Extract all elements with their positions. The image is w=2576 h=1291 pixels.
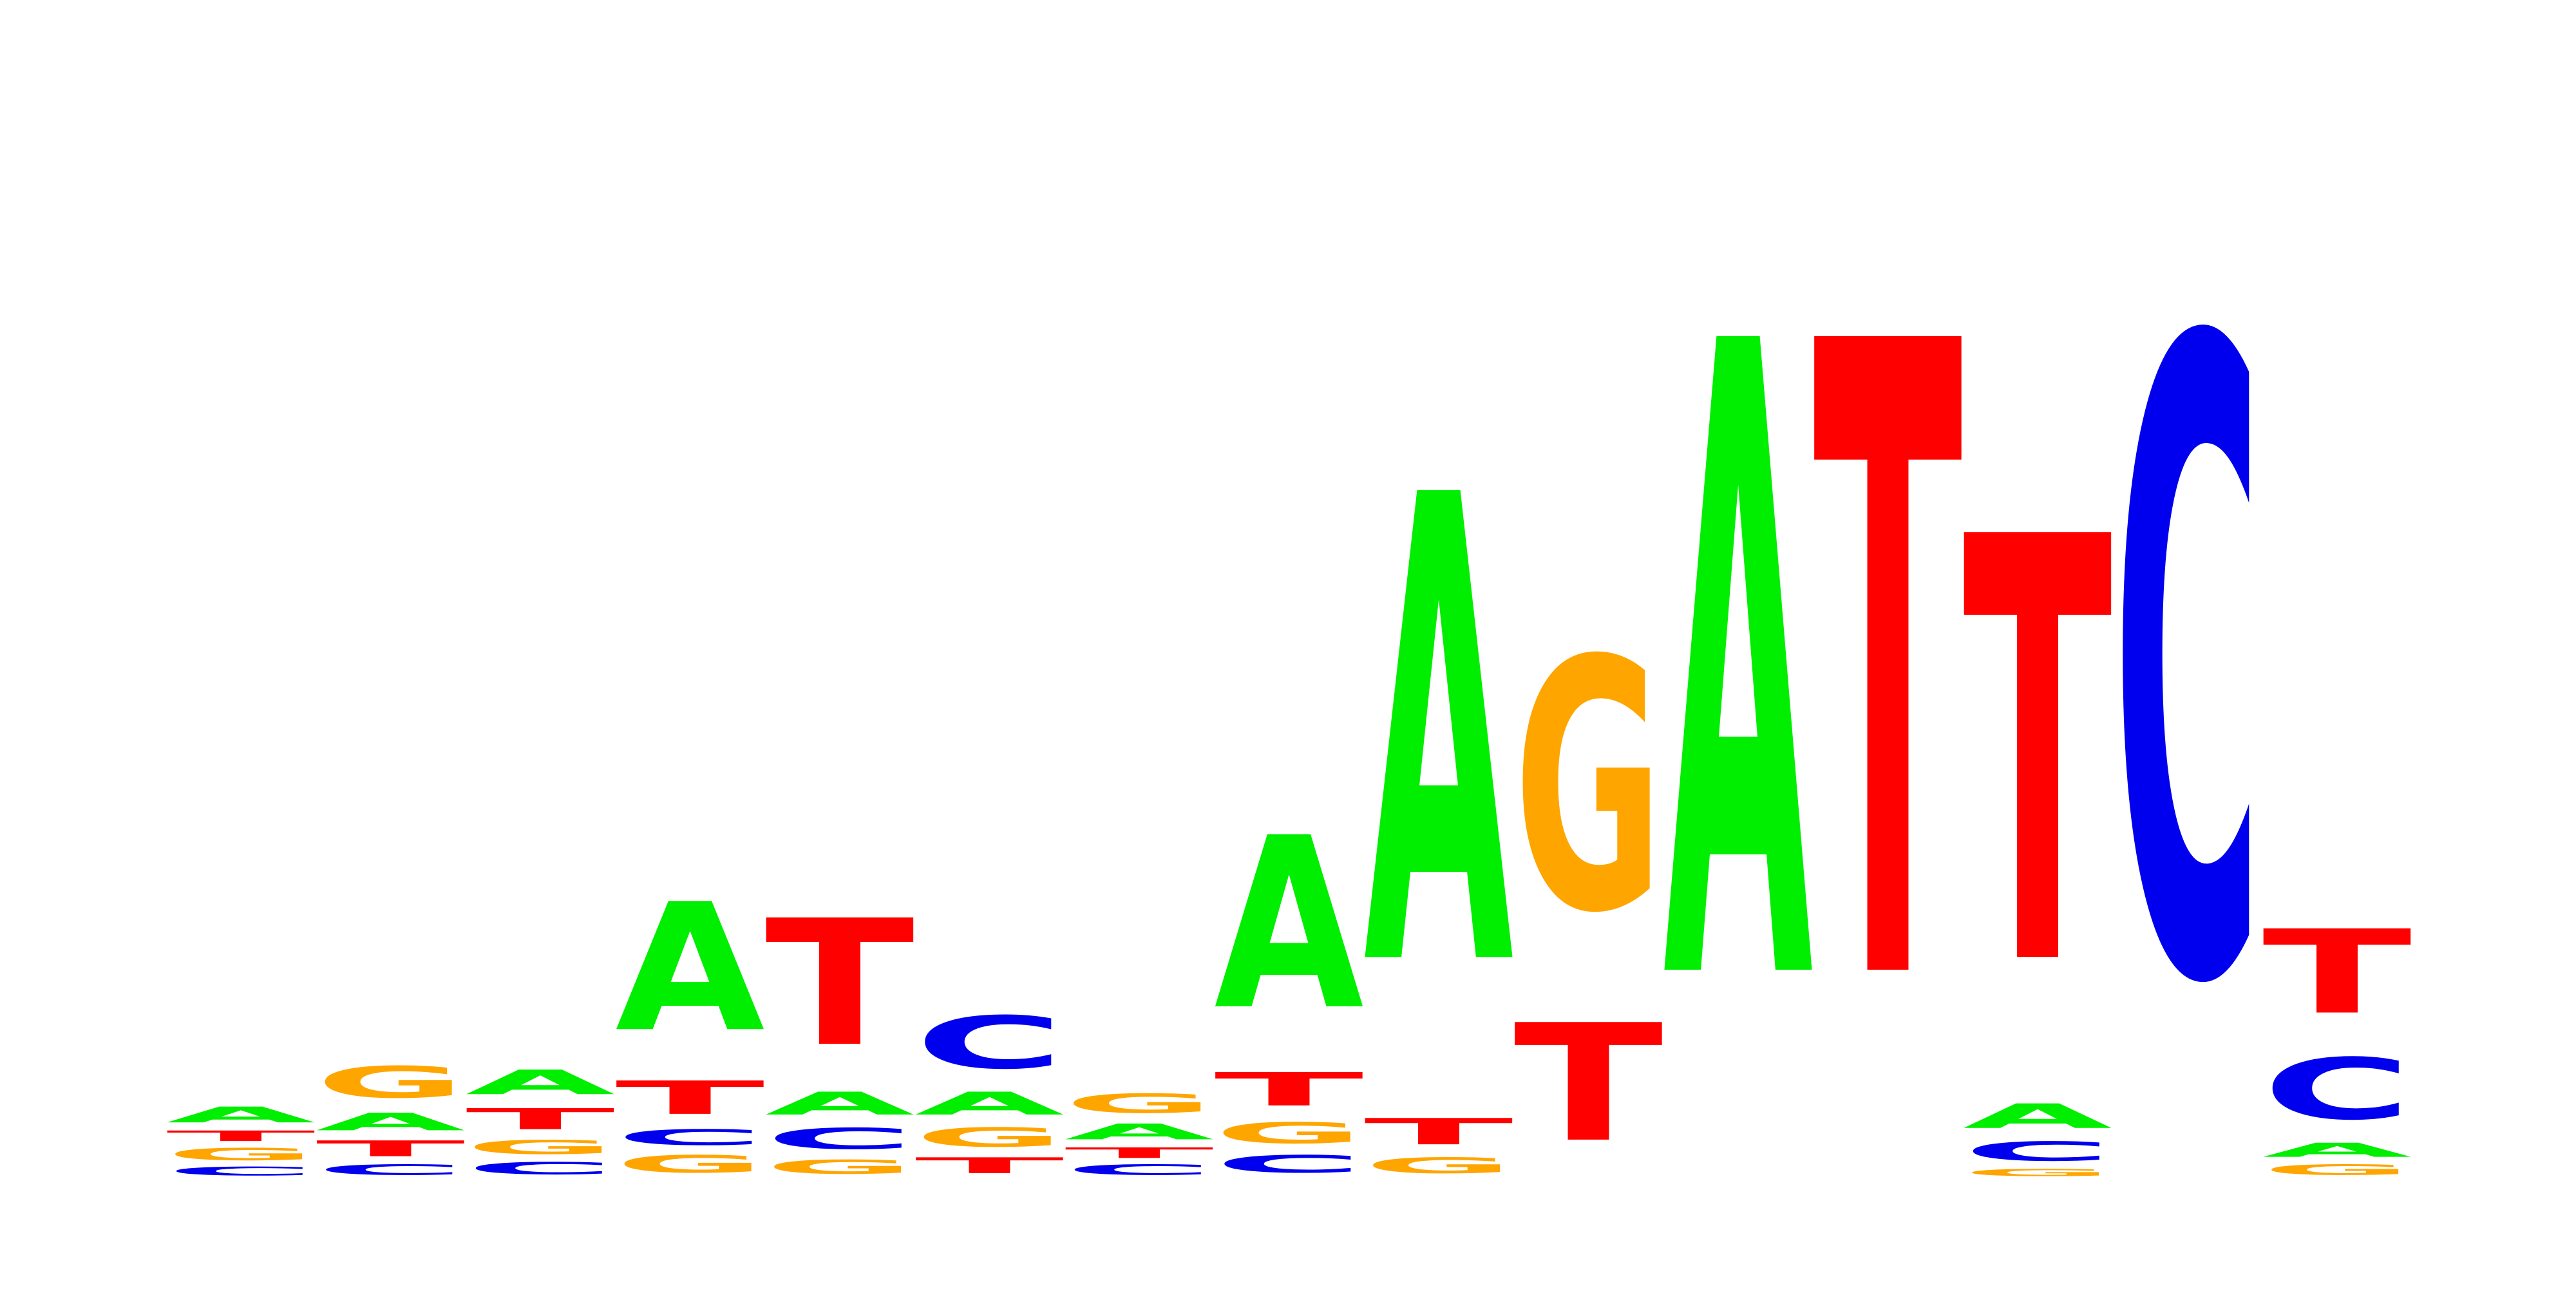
logo-column-10: TG — [1514, 587, 1665, 1178]
logo-column-9: GTA — [1364, 363, 1515, 1178]
logo-letter-c: C — [1215, 1150, 1364, 1178]
logo-letter-t: T — [1065, 1145, 1214, 1162]
logo-letter-g: G — [1065, 1088, 1214, 1119]
logo-letter-g: G — [1215, 1117, 1364, 1150]
logo-letter-a: A — [2262, 1139, 2412, 1162]
logo-letter-a: A — [765, 1086, 914, 1122]
logo-column-12: T — [1814, 164, 1964, 1176]
logo-letter-a: A — [616, 866, 766, 1071]
logo-letter-g: G — [616, 1150, 765, 1178]
logo-letter-c: C — [466, 1158, 615, 1178]
logo-letter-t: T — [2262, 906, 2413, 1041]
logo-letter-g: G — [915, 1122, 1065, 1153]
logo-letter-t: T — [1514, 990, 1665, 1178]
logo-letter-c: C — [1963, 1136, 2112, 1167]
logo-letter-a: A — [166, 1102, 316, 1127]
logo-letter-a: A — [316, 1108, 466, 1136]
logo-letter-a: A — [466, 1063, 615, 1102]
logo-letter-g: G — [316, 1057, 466, 1107]
logo-column-14: C — [2113, 164, 2262, 1175]
logo-letter-t: T — [1814, 164, 1964, 1176]
logo-letter-a: A — [1065, 1119, 1214, 1144]
logo-letter-a: A — [1364, 363, 1515, 1109]
logo-letter-g: G — [2262, 1162, 2412, 1178]
logo-letter-c: C — [316, 1162, 466, 1178]
logo-letter-a: A — [1663, 162, 1814, 1174]
logo-letter-t: T — [466, 1102, 615, 1136]
logo-letter-c: C — [1065, 1162, 1214, 1178]
logo-letter-g: G — [1514, 587, 1663, 988]
logo-letter-t: T — [1215, 1063, 1364, 1117]
logo-letter-t: T — [616, 1071, 765, 1125]
logo-letter-g: G — [466, 1136, 615, 1159]
logo-letter-t: T — [316, 1136, 466, 1161]
logo-letter-t: T — [765, 883, 916, 1085]
logo-letter-g: G — [166, 1145, 316, 1164]
logo-column-11: A — [1663, 162, 1814, 1174]
logo-letter-a: A — [1215, 787, 1365, 1062]
logo-letter-t: T — [915, 1153, 1065, 1178]
logo-letter-c: C — [765, 1122, 914, 1156]
logo-letter-t: T — [1963, 417, 2114, 1095]
logo-letter-c: C — [616, 1125, 765, 1150]
logo-letter-c: C — [166, 1164, 316, 1178]
logo-letter-g: G — [1963, 1167, 2112, 1178]
logo-letter-g: G — [1364, 1153, 1513, 1178]
logo-letter-c: C — [2262, 1041, 2412, 1139]
logo-letter-c: C — [915, 1001, 1065, 1086]
logo-letter-a: A — [915, 1086, 1065, 1122]
logo-letter-c: C — [2113, 164, 2262, 1175]
logo-letter-t: T — [166, 1127, 316, 1144]
logo-letter-g: G — [765, 1156, 914, 1178]
logo-letter-t: T — [1364, 1111, 1513, 1153]
logo-letter-a: A — [1963, 1097, 2112, 1136]
